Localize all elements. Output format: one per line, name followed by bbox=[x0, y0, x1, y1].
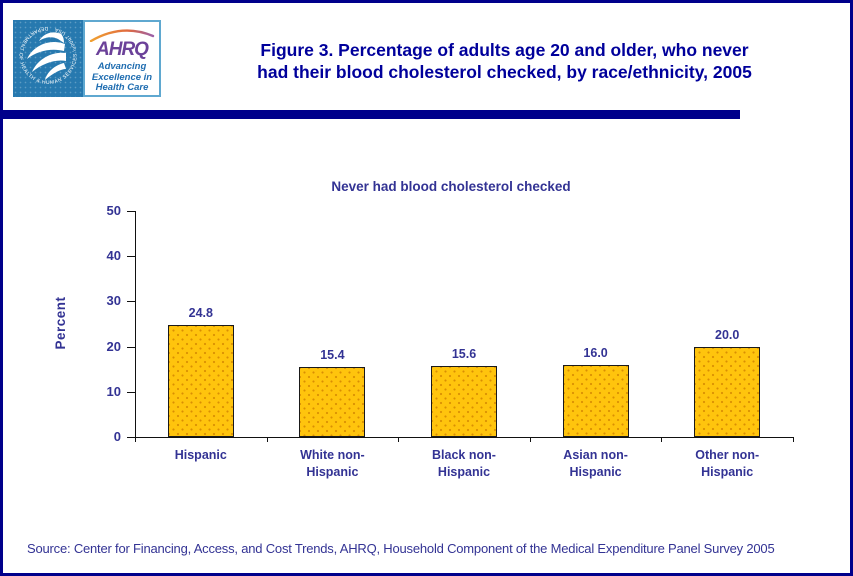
y-axis-tick-label: 0 bbox=[113, 429, 121, 444]
chart-title: Never had blood cholesterol checked bbox=[331, 179, 571, 194]
bar-other-non-hispanic bbox=[694, 346, 761, 437]
figure-title-line-2: had their blood cholesterol checked, by … bbox=[257, 62, 752, 82]
hhs-logo: DEPARTMENT OF HEALTH & HUMAN SERVICES \u… bbox=[13, 20, 83, 97]
y-axis-tick-label: 40 bbox=[106, 248, 121, 264]
ahrq-arc-icon bbox=[89, 29, 155, 42]
bar-value-label: 15.6 bbox=[451, 347, 477, 362]
y-axis-tick-label: 10 bbox=[106, 383, 121, 399]
x-axis-category-label: White non-Hispanic bbox=[267, 447, 399, 480]
y-axis-tick-mark bbox=[127, 256, 135, 258]
figure-title-line-1: Figure 3. Percentage of adults age 20 an… bbox=[260, 40, 749, 60]
ahrq-logo: AHRQ Advancing Excellence in Health Care bbox=[83, 20, 161, 97]
header-divider-bar bbox=[3, 110, 740, 119]
hhs-eagle-icon: DEPARTMENT OF HEALTH & HUMAN SERVICES \u… bbox=[17, 25, 77, 86]
x-axis-category-text: White non-Hispanic bbox=[300, 448, 365, 479]
x-axis-category-text: Asian non-Hispanic bbox=[563, 448, 628, 479]
x-axis-category-label: Black non-Hispanic bbox=[398, 447, 530, 480]
y-axis-tick-label: 20 bbox=[106, 338, 121, 354]
x-axis-tick-mark bbox=[398, 437, 400, 442]
bar-value-label: 24.8 bbox=[188, 305, 213, 320]
y-axis-tick-mark bbox=[127, 211, 135, 212]
x-axis-category-text: Black non-Hispanic bbox=[432, 448, 496, 479]
x-axis-tick-mark bbox=[266, 437, 268, 442]
ahrq-tagline: Advancing Excellence in Health Care bbox=[91, 61, 153, 94]
bar-hispanic bbox=[167, 324, 234, 437]
x-axis-category-text: Other non-Hispanic bbox=[695, 448, 760, 479]
ahrq-tagline-line: Advancing bbox=[97, 61, 147, 72]
x-axis-category-label: Asian non-Hispanic bbox=[530, 447, 662, 480]
bar-value-label: 15.4 bbox=[320, 348, 345, 363]
y-axis-tick-mark bbox=[127, 391, 135, 393]
x-axis-tick-mark bbox=[529, 437, 531, 442]
x-axis-tick-mark bbox=[661, 437, 663, 442]
y-axis-tick-mark bbox=[127, 346, 135, 348]
x-axis-category-text: Hispanic bbox=[174, 448, 227, 462]
y-axis-title: Percent bbox=[52, 296, 68, 350]
bar-black-non-hispanic bbox=[431, 366, 497, 437]
agency-logo-block: DEPARTMENT OF HEALTH & HUMAN SERVICES \u… bbox=[13, 20, 161, 97]
ahrq-acronym: AHRQ bbox=[96, 39, 149, 60]
x-axis-category-label: Hispanic bbox=[135, 447, 267, 464]
bar-white-non-hispanic bbox=[299, 367, 366, 437]
figure-title: Figure 3. Percentage of adults age 20 an… bbox=[166, 39, 843, 83]
x-axis-category-label: Other non-Hispanic bbox=[661, 447, 793, 480]
x-axis-tick-mark bbox=[135, 437, 136, 442]
y-axis-tick-label: 30 bbox=[106, 293, 121, 309]
x-axis-tick-mark bbox=[793, 437, 794, 442]
bar-value-label: 16.0 bbox=[583, 345, 608, 360]
plot-area bbox=[135, 211, 794, 438]
ahrq-tagline-line: Health Care bbox=[95, 82, 149, 93]
y-axis-tick-mark bbox=[127, 301, 135, 303]
bar-asian-non-hispanic bbox=[562, 364, 629, 437]
source-text: Source: Center for Financing, Access, an… bbox=[27, 541, 775, 556]
ahrq-tagline-line: Excellence in bbox=[91, 71, 153, 83]
y-axis-tick-label: 50 bbox=[106, 203, 121, 218]
bar-value-label: 20.0 bbox=[715, 327, 740, 342]
y-axis-tick-mark bbox=[127, 437, 135, 438]
